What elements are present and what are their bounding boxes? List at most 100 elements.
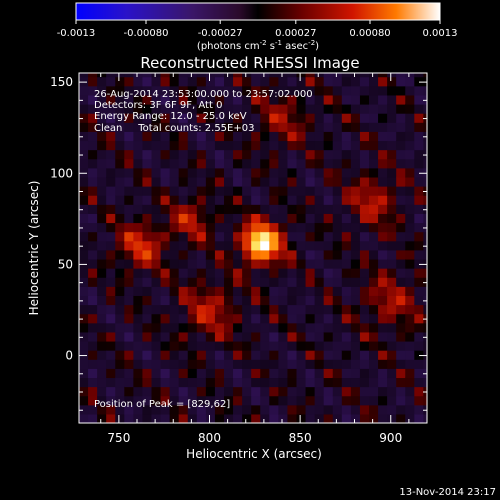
heatmap-cell	[151, 404, 162, 415]
heatmap-cell	[396, 359, 406, 369]
heatmap-cell	[269, 167, 279, 178]
heatmap-cell	[260, 195, 270, 205]
heatmap-cell	[160, 73, 171, 78]
heatmap-cell	[142, 322, 153, 333]
heatmap-cell	[79, 195, 89, 205]
heatmap-cell	[387, 122, 397, 132]
heatmap-cell	[269, 277, 279, 287]
x-tick-label: 750	[107, 431, 130, 445]
heatmap-cell	[341, 222, 352, 233]
heatmap-cell	[160, 122, 171, 132]
heatmap-cell	[369, 140, 379, 151]
heatmap-cell	[260, 368, 270, 379]
heatmap-cell	[305, 73, 316, 78]
heatmap-cell	[369, 195, 379, 205]
heatmap-cell	[242, 350, 252, 360]
heatmap-cell	[205, 304, 216, 315]
heatmap-cell	[214, 258, 225, 269]
heatmap-cell	[287, 286, 298, 296]
heatmap-cell	[387, 149, 397, 160]
heatmap-cell	[305, 176, 316, 187]
heatmap-cell	[196, 331, 207, 342]
heatmap-cell	[106, 413, 116, 423]
heatmap-cell	[79, 131, 89, 142]
heatmap-cell	[169, 286, 180, 296]
heatmap-cell	[178, 231, 189, 242]
heatmap-cell	[242, 340, 252, 351]
heatmap-cell	[359, 295, 370, 306]
heatmap-cell	[269, 186, 279, 196]
heatmap-cell	[341, 331, 352, 342]
heatmap-cell	[260, 277, 270, 287]
heatmap-cell	[196, 377, 207, 388]
heatmap-cell	[359, 395, 370, 406]
heatmap-cell	[142, 131, 153, 142]
heatmap-cell	[178, 73, 189, 78]
heatmap-cell	[106, 359, 116, 369]
heatmap-cell	[124, 268, 134, 278]
heatmap-cell	[97, 204, 107, 214]
heatmap-cell	[305, 186, 316, 196]
heatmap-cell	[106, 158, 116, 169]
heatmap-cell	[178, 131, 189, 142]
heatmap-cell	[359, 140, 370, 151]
heatmap-cell	[260, 377, 270, 388]
heatmap-cell	[196, 186, 207, 196]
heatmap-cell	[278, 240, 289, 251]
heatmap-cell	[160, 277, 171, 287]
heatmap-cell	[233, 103, 243, 114]
heatmap-cell	[160, 167, 171, 178]
heatmap-cell	[169, 404, 180, 415]
heatmap-cell	[133, 158, 144, 169]
heatmap-cell	[151, 204, 162, 214]
heatmap-cell	[323, 131, 334, 142]
heatmap-cell	[332, 350, 343, 360]
heatmap-cell	[251, 73, 261, 78]
heatmap-cell	[196, 277, 207, 287]
heatmap-cell	[323, 277, 334, 287]
heatmap-cell	[196, 140, 207, 151]
heatmap-cell	[233, 122, 243, 132]
heatmap-cell	[205, 359, 216, 369]
colorbar-tick-label: 0.0013	[423, 28, 458, 39]
heatmap-cell	[79, 231, 89, 242]
heatmap-cell	[133, 286, 144, 296]
heatmap-cell	[323, 350, 334, 360]
heatmap-cell	[196, 94, 207, 105]
heatmap-cell	[151, 186, 162, 196]
heatmap-cell	[251, 113, 261, 123]
heatmap-cell	[178, 286, 189, 296]
heatmap-cell	[115, 103, 125, 114]
heatmap-cell	[88, 404, 98, 415]
heatmap-cell	[133, 103, 144, 114]
heatmap-cell	[369, 404, 379, 415]
heatmap-cell	[151, 231, 162, 242]
heatmap-cell	[169, 176, 180, 187]
heatmap-cell	[233, 222, 243, 233]
heatmap-cell	[124, 140, 134, 151]
heatmap-cell	[205, 295, 216, 306]
heatmap-cell	[287, 359, 298, 369]
heatmap-cell	[79, 85, 89, 96]
heatmap-cell	[151, 313, 162, 324]
heatmap-cell	[323, 85, 334, 96]
heatmap-cell	[124, 395, 134, 406]
heatmap-cell	[341, 76, 352, 87]
heatmap-cell	[423, 231, 427, 242]
heatmap-cell	[233, 213, 243, 224]
heatmap-cell	[133, 395, 144, 406]
heatmap-cell	[287, 222, 298, 233]
heatmap-cell	[106, 350, 116, 360]
heatmap-cell	[332, 322, 343, 333]
heatmap-cell	[187, 377, 198, 388]
heatmap-cell	[278, 113, 289, 123]
heatmap-cell	[278, 322, 289, 333]
heatmap-cell	[323, 258, 334, 269]
heatmap-cell	[350, 222, 361, 233]
heatmap-cell	[323, 167, 334, 178]
heatmap-cell	[341, 359, 352, 369]
heatmap-cell	[287, 377, 298, 388]
heatmap-cell	[341, 140, 352, 151]
heatmap-cell	[405, 167, 415, 178]
heatmap-cell	[396, 368, 406, 379]
